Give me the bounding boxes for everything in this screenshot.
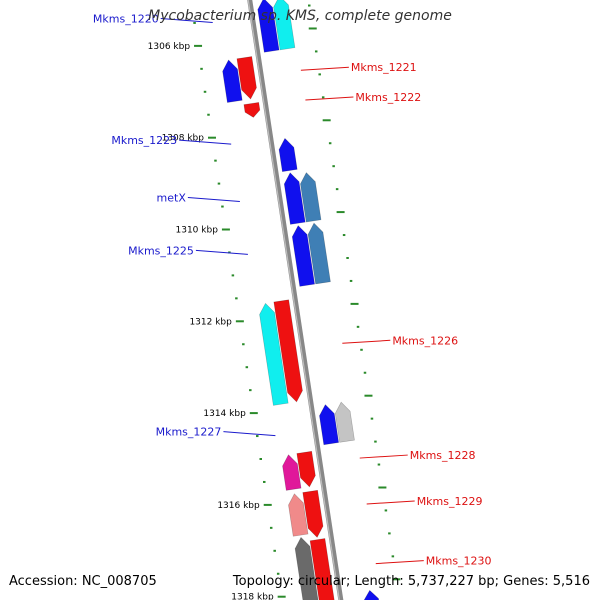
ruler-tick-label: 1306 kbp — [148, 42, 191, 52]
gene-arrow — [243, 102, 261, 118]
gene-arrow — [294, 536, 319, 600]
label-leader-line — [187, 197, 240, 203]
ruler-tick-label: 1316 kbp — [217, 501, 260, 511]
label-leader-line — [305, 96, 354, 101]
gene-arrow — [319, 404, 339, 446]
label-leader-line — [359, 454, 408, 459]
gene-label: Mkms_1227 — [156, 426, 222, 439]
label-leader-line — [366, 500, 415, 505]
gene-label: Mkms_1226 — [392, 334, 458, 347]
gene-label: metX — [157, 192, 187, 205]
gene-arrow — [282, 454, 302, 491]
gene-arrow — [309, 538, 335, 600]
gene-arrow — [259, 302, 289, 406]
ruler-tick-label: 1310 kbp — [176, 225, 219, 235]
gene-label: Mkms_1220 — [93, 13, 159, 26]
gene-arrow — [307, 222, 331, 285]
gene-label: Mkms_1228 — [410, 449, 476, 462]
gene-arrow — [288, 493, 309, 537]
genome-stats: Topology: circular; Length: 5,737,227 bp… — [232, 574, 590, 589]
ruler-tick-label: 1314 kbp — [203, 409, 246, 419]
label-leader-line — [195, 249, 248, 255]
label-leader-line — [342, 339, 391, 344]
gene-label: Mkms_1222 — [355, 91, 421, 104]
ruler-tick-label: 1318 kbp — [231, 593, 274, 600]
gene-arrow — [363, 589, 380, 600]
gene-label: Mkms_1221 — [351, 61, 417, 74]
gene-arrow — [257, 0, 280, 53]
gene-label: Mkms_1223 — [111, 134, 177, 147]
backbone-highlight — [247, 0, 340, 600]
gene-label: Mkms_1230 — [426, 555, 492, 568]
gene-arrow — [236, 56, 257, 100]
gene-label: Mkms_1229 — [417, 495, 483, 508]
label-leader-line — [375, 560, 424, 565]
gene-arrow — [222, 59, 243, 103]
gene-arrow — [283, 172, 306, 225]
gene-arrow — [291, 225, 315, 287]
gene-label: Mkms_1225 — [128, 244, 194, 257]
label-leader-line — [223, 431, 276, 437]
ruler-tick-label: 1312 kbp — [189, 317, 232, 327]
gene-arrow — [334, 401, 355, 443]
accession-text: Accession: NC_008705 — [9, 574, 157, 589]
gene-arrow — [273, 0, 296, 51]
label-leader-line — [160, 18, 213, 24]
genome-backbone — [247, 0, 344, 600]
gene-arrow — [302, 489, 324, 538]
ruler-tick-label: 1308 kbp — [162, 134, 205, 144]
gene-arrow — [300, 172, 322, 223]
gene-arrow — [278, 137, 298, 172]
map-title: Mycobacterium sp. KMS, complete genome — [148, 8, 452, 24]
gene-arrow — [296, 450, 316, 488]
gene-arrow — [273, 299, 303, 403]
label-leader-line — [179, 139, 232, 145]
label-leader-line — [300, 66, 349, 71]
